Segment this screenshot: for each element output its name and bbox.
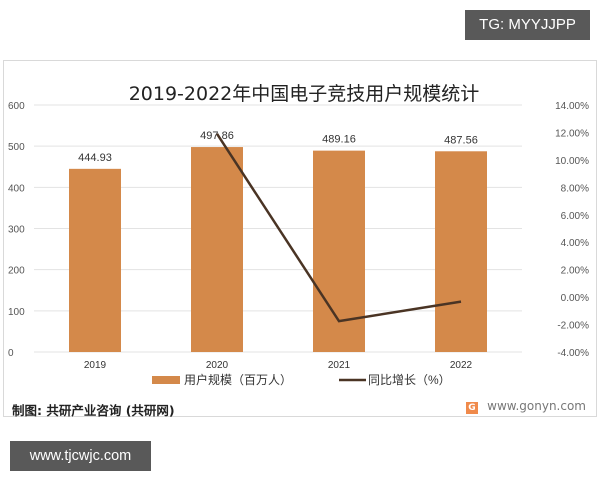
tg-badge: TG: MYYJJPP xyxy=(465,10,590,40)
x-axis-tick: 2022 xyxy=(450,360,473,371)
left-axis-tick: 500 xyxy=(8,142,25,153)
bar-2019 xyxy=(69,168,121,352)
right-axis-tick: -2.00% xyxy=(557,321,589,332)
legend-line-label: 同比增长（%） xyxy=(368,373,451,387)
legend-bar-swatch xyxy=(152,376,180,384)
legend-bar-label: 用户规模（百万人） xyxy=(184,372,292,387)
source-website: www.gonyn.com xyxy=(487,399,586,413)
x-axis-tick: 2019 xyxy=(84,360,107,371)
left-axis-tick: 100 xyxy=(8,307,25,318)
bar-value-label: 489.16 xyxy=(322,134,356,146)
right-axis-tick: 6.00% xyxy=(561,211,589,222)
right-axis-tick: -4.00% xyxy=(557,348,589,359)
right-axis-tick: 0.00% xyxy=(561,293,589,304)
left-axis-tick: 0 xyxy=(8,348,14,359)
right-axis-tick: 4.00% xyxy=(561,238,589,249)
right-axis-tick: 10.00% xyxy=(555,156,589,167)
bar-value-label: 444.93 xyxy=(78,152,112,164)
chart-frame: 2019-2022年中国电子竞技用户规模统计 0 100 200 300 400 500 6… xyxy=(3,60,597,418)
left-axis-tick: 300 xyxy=(8,225,25,236)
bar-2020 xyxy=(191,147,243,352)
right-axis-tick: 12.00% xyxy=(555,128,589,139)
chart-title: 2019-2022年中国电子竞技用户规模统计 xyxy=(128,83,480,105)
website-badge: www.tjcwjc.com xyxy=(10,441,151,471)
bar-value-label: 487.56 xyxy=(444,134,478,146)
x-axis-tick: 2021 xyxy=(328,360,351,371)
right-axis-tick: 2.00% xyxy=(561,266,589,277)
left-axis-tick: 600 xyxy=(8,101,25,112)
bar-2022 xyxy=(435,151,487,352)
right-axis-tick: 14.00% xyxy=(555,101,589,112)
source-credit: 制图: 共研产业咨询 (共研网) xyxy=(12,403,175,418)
left-axis-tick: 400 xyxy=(8,183,25,194)
right-axis-tick: 8.00% xyxy=(561,183,589,194)
combo-chart: 0 100 200 300 400 500 600 -4.00% -2.00% 0.00% 2.00… xyxy=(8,101,589,387)
gonyn-logo-icon: G xyxy=(466,402,478,414)
left-axis-tick: 200 xyxy=(8,266,25,277)
x-axis-tick: 2020 xyxy=(206,360,229,371)
growth-line xyxy=(215,133,462,323)
